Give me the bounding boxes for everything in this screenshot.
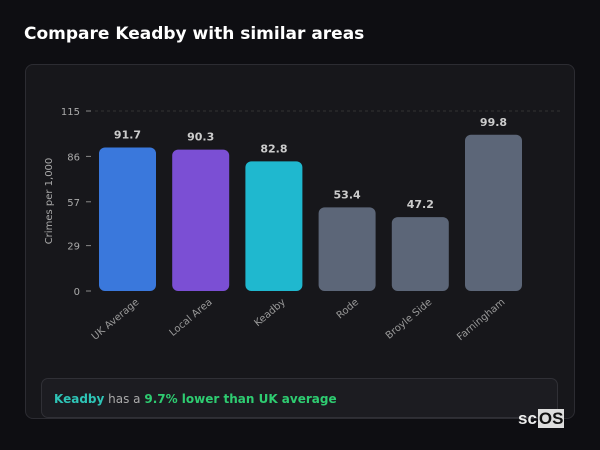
note-mid: has a — [104, 392, 145, 406]
bar — [172, 149, 230, 291]
y-tick-label: 115 — [61, 107, 80, 118]
x-tick-label: UK Average — [90, 297, 142, 343]
y-axis-label: Crimes per 1,000 — [44, 158, 55, 245]
y-tick-label: 57 — [67, 198, 80, 209]
bar — [391, 217, 449, 291]
data-label: 53.4 — [334, 188, 361, 201]
y-tick-label: 0 — [74, 287, 80, 298]
x-tick-label: Local Area — [168, 297, 215, 339]
x-tick-label: Farningham — [455, 297, 507, 343]
bar — [245, 161, 303, 291]
data-label: 99.8 — [480, 116, 507, 129]
data-label: 47.2 — [407, 198, 434, 211]
y-tick-label: 29 — [67, 242, 80, 253]
page-title: Compare Keadby with similar areas — [24, 24, 365, 44]
scos-logo: sc OS — [518, 409, 565, 428]
y-tick-label: 86 — [67, 152, 80, 163]
note-highlight: 9.7% lower than UK average — [144, 392, 337, 406]
data-label: 82.8 — [260, 142, 287, 155]
comparison-note: Keadby has a 9.7% lower than UK average — [41, 378, 558, 418]
x-tick-label: Rode — [335, 297, 361, 322]
x-tick-label: Keadby — [252, 297, 287, 329]
x-tick-label: Broyle Side — [384, 297, 434, 342]
bar — [99, 147, 156, 291]
data-label: 90.3 — [187, 131, 214, 144]
bar — [465, 134, 522, 291]
bar — [318, 207, 376, 291]
data-label: 91.7 — [114, 128, 141, 141]
note-area: Keadby — [54, 392, 105, 406]
